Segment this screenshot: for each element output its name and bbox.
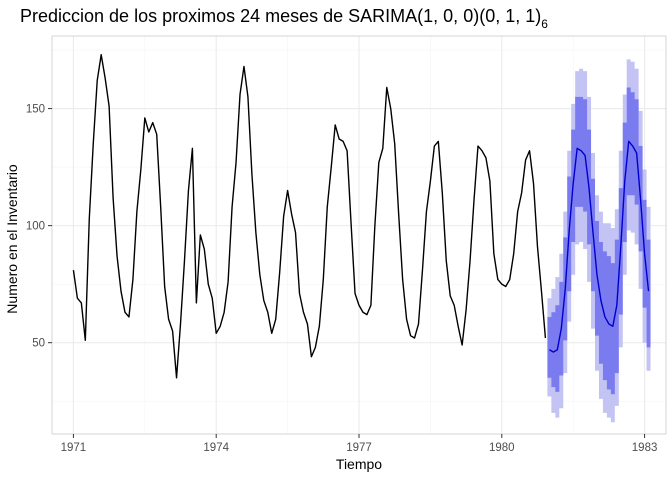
chart-title-subscript: 6 bbox=[541, 17, 548, 31]
forecast-mean-line bbox=[549, 140, 650, 353]
x-tick-label: 1977 bbox=[346, 442, 372, 454]
x-tick-label: 1983 bbox=[632, 442, 658, 454]
x-tick-label: 1971 bbox=[61, 442, 87, 454]
y-tick-label: 150 bbox=[26, 104, 45, 116]
x-tick-label: 1974 bbox=[203, 442, 229, 454]
y-axis: 50 100 150 bbox=[26, 104, 52, 350]
x-axis-title: Tiempo bbox=[336, 456, 382, 472]
prediction-band-80 bbox=[547, 87, 651, 395]
y-tick-label: 50 bbox=[32, 338, 45, 350]
chart-title: Prediccion de los proximos 24 meses de S… bbox=[20, 6, 548, 31]
plot-panel bbox=[51, 35, 667, 435]
observed-series-line bbox=[72, 54, 547, 379]
y-axis-title: Numero en el Inventario bbox=[4, 164, 20, 314]
x-tick-label: 1980 bbox=[489, 442, 515, 454]
x-axis: 1971 1974 1977 1980 1983 bbox=[61, 434, 658, 454]
y-tick-label: 100 bbox=[26, 221, 45, 233]
